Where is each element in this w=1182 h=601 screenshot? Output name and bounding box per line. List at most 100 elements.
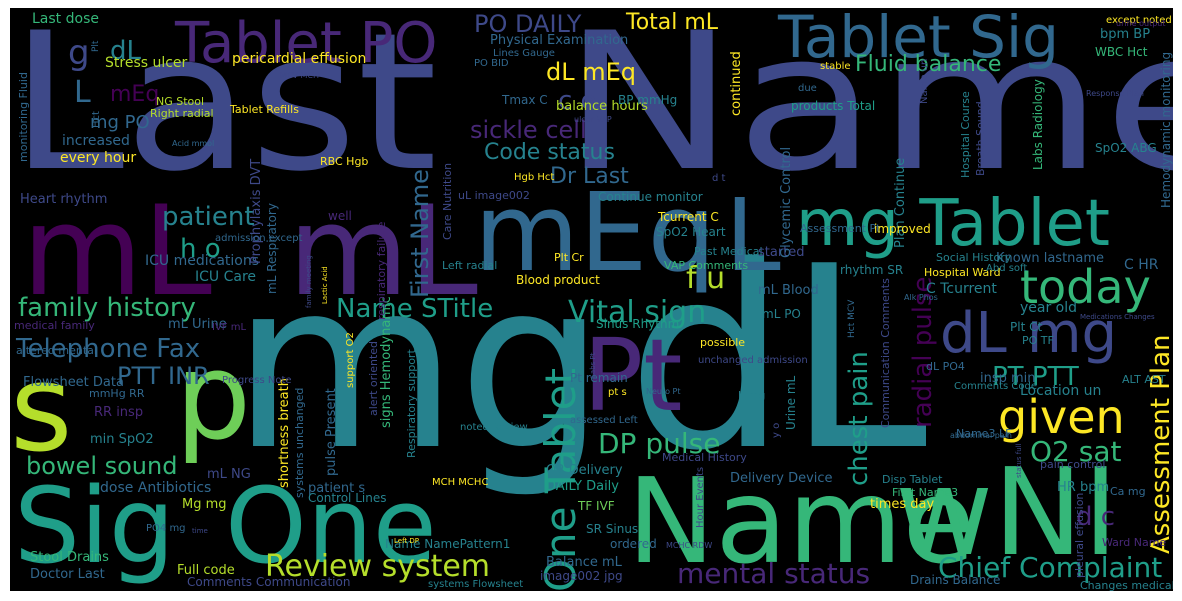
cloud-word: balance hours — [556, 99, 648, 114]
cloud-word: Pt — [583, 317, 683, 434]
cloud-word: h o — [180, 234, 221, 264]
cloud-word: L — [74, 75, 91, 110]
cloud-word: systems Flowsheet — [428, 579, 524, 590]
cloud-word: RR insp — [94, 405, 144, 420]
cloud-word: TF IVF — [578, 499, 615, 513]
cloud-word: Left DP — [394, 537, 420, 545]
cloud-word: Changes medical — [1080, 579, 1173, 591]
cloud-word: Hospital Course — [959, 91, 972, 178]
cloud-word: Abd soft — [986, 263, 1028, 274]
cloud-word: mL Urine — [168, 317, 227, 332]
cloud-word: PO DAILY — [474, 10, 582, 38]
cloud-word: PO BID — [474, 58, 509, 69]
cloud-word: Care Nutrition — [441, 162, 454, 240]
cloud-word: Hospital Ward — [924, 266, 1001, 279]
cloud-word: Hct — [91, 111, 102, 128]
cloud-word: Comments Code — [954, 381, 1037, 392]
cloud-word: chest pain — [844, 351, 874, 486]
cloud-word: s — [10, 340, 73, 479]
cloud-word: d c — [1076, 502, 1116, 532]
cloud-word: Name un — [919, 58, 930, 104]
cloud-word: mEq — [474, 171, 716, 296]
cloud-word: pulse Present — [324, 388, 339, 476]
cloud-word: medical family — [14, 319, 95, 332]
cloud-word: well — [328, 209, 352, 223]
cloud-word: dL — [940, 301, 1007, 366]
cloud-word: mL — [22, 180, 212, 324]
cloud-word: urine output — [1116, 19, 1166, 28]
cloud-word: times day — [870, 497, 935, 512]
cloud-word: Prophylaxis DVT — [249, 158, 264, 264]
cloud-word: Ca mg — [1110, 485, 1146, 498]
cloud-word: c o — [558, 86, 597, 116]
cloud-word: year old — [1020, 300, 1078, 316]
cloud-word: Stool Drains — [30, 550, 109, 565]
cloud-word: Breath Sound — [974, 101, 987, 176]
cloud-word: Urine mL — [784, 375, 798, 430]
cloud-word: Neuro Pt — [646, 387, 681, 396]
cloud-word: given — [998, 390, 1125, 444]
cloud-word: Vital sign — [568, 295, 707, 330]
cloud-word: pt s — [608, 387, 627, 398]
cloud-word: RBC Hgb — [320, 155, 369, 168]
cloud-word: HR bpm — [1057, 480, 1110, 495]
cloud-word: Location un — [1020, 383, 1102, 399]
cloud-word: DP pulse — [598, 427, 721, 460]
word-cloud: Last Name mg dL mL mL s p Sig One Name w… — [10, 8, 1173, 591]
cloud-word: Labs Radiology — [1031, 79, 1045, 170]
cloud-word: ALT AST — [1122, 373, 1166, 386]
cloud-word: PO TF — [1022, 334, 1054, 347]
cloud-word: PTT INR — [117, 362, 210, 390]
cloud-word: every hour — [60, 150, 137, 166]
cloud-word: possible — [700, 336, 746, 349]
cloud-word: Response Plan — [1086, 89, 1144, 98]
cloud-word: Total mL — [626, 10, 719, 35]
cloud-word: products Total — [791, 99, 876, 113]
cloud-word: dL PO4 — [926, 360, 965, 373]
cloud-word: Sig — [14, 465, 175, 587]
cloud-word: g — [68, 33, 90, 73]
cloud-word: status full — [1015, 443, 1023, 478]
cloud-word: Alk Phos — [904, 293, 938, 302]
cloud-word: min SpO2 — [90, 432, 154, 447]
cloud-word: today — [1020, 260, 1151, 314]
cloud-word: d t — [712, 173, 726, 184]
cloud-word: Plt — [91, 40, 101, 52]
cloud-word: shortness breath — [277, 378, 292, 488]
cloud-word: Drains Balance — [910, 573, 1001, 587]
cloud-word: ulcer VAP — [574, 115, 612, 124]
cloud-word: O2 sat — [1030, 435, 1122, 468]
cloud-word: Delivery Device — [730, 471, 833, 486]
cloud-word: mg Tablet — [796, 187, 1110, 261]
cloud-word: Name — [627, 452, 976, 590]
cloud-word: ICU Care — [195, 269, 257, 285]
cloud-word: dL — [110, 36, 141, 66]
cloud-word: MCV MCH — [280, 71, 320, 80]
cloud-word: dL mEq — [546, 58, 637, 86]
cloud-word: wNI — [895, 444, 1119, 583]
cloud-word: Known lastname — [996, 251, 1105, 266]
cloud-word: IVF mL — [212, 322, 247, 333]
cloud-word: Assessment Plan — [1146, 334, 1173, 554]
cloud-word: First Name3 — [892, 486, 959, 499]
cloud-word: p — [175, 328, 252, 467]
cloud-word: Right radial — [150, 107, 214, 120]
cloud-word: improved — [874, 222, 931, 236]
cloud-word: Medical History — [662, 451, 747, 464]
cloud-word: rhythm SR — [840, 263, 904, 277]
cloud-word: Plt Ct — [1010, 320, 1043, 334]
cloud-word: family history — [18, 293, 196, 323]
cloud-word: BP mmHg — [618, 93, 678, 107]
cloud-word: Mg mg — [182, 497, 227, 512]
cloud-word: Name STitle — [336, 294, 494, 324]
cloud-word: mL Blood — [758, 283, 819, 298]
cloud-word: mg PO — [90, 112, 150, 133]
cloud-word: Telephone Fax — [16, 334, 201, 364]
cloud-word: VAP Comments — [664, 259, 749, 272]
cloud-word: Physical Examination — [490, 33, 629, 48]
cloud-word: C Tcurrent — [926, 281, 997, 297]
cloud-word: uL image002 — [458, 189, 530, 202]
cloud-word: stable — [820, 61, 851, 72]
cloud-word: SpO2 ABG — [1095, 141, 1157, 155]
cloud-word: dose Antibiotics — [100, 480, 212, 496]
